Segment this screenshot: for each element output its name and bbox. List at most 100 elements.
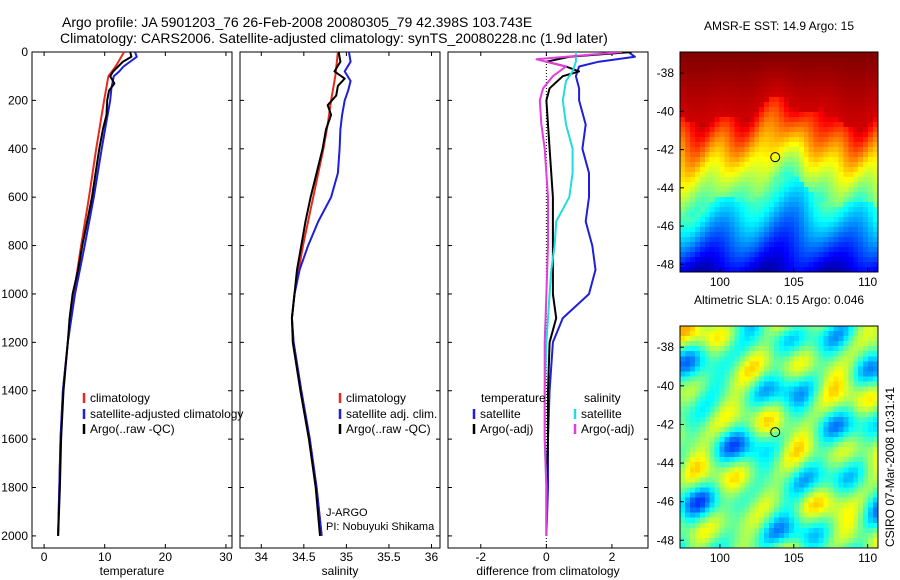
heatmap-cell bbox=[818, 421, 824, 428]
heatmap-cell bbox=[769, 142, 775, 148]
heatmap-cell bbox=[798, 172, 805, 178]
heatmap-cell bbox=[774, 366, 780, 372]
heatmap-cell bbox=[699, 542, 706, 549]
heatmap-cell bbox=[823, 336, 829, 342]
heatmap-cell bbox=[699, 502, 706, 509]
heatmap-cell bbox=[764, 522, 770, 529]
heatmap-cell bbox=[704, 356, 711, 362]
heatmap-cell bbox=[848, 492, 854, 498]
heatmap-cell bbox=[769, 472, 775, 478]
heatmap-cell bbox=[729, 52, 735, 58]
heatmap-cell bbox=[749, 122, 755, 128]
heatmap-cell bbox=[709, 442, 716, 448]
heatmap-cell bbox=[769, 167, 775, 173]
heatmap-cell bbox=[694, 517, 701, 524]
heatmap-cell bbox=[788, 512, 795, 519]
heatmap-cell bbox=[739, 267, 745, 273]
heatmap-cell bbox=[833, 331, 839, 337]
heatmap-cell bbox=[729, 117, 735, 123]
heatmap-cell bbox=[689, 202, 696, 208]
heatmap-cell bbox=[828, 72, 834, 78]
heatmap-cell bbox=[719, 502, 725, 509]
heatmap-cell bbox=[843, 62, 849, 68]
heatmap-cell bbox=[709, 346, 716, 352]
heatmap-cell bbox=[803, 192, 810, 198]
heatmap-cell bbox=[838, 326, 844, 332]
heatmap-cell bbox=[779, 416, 785, 423]
heatmap-cell bbox=[848, 426, 854, 433]
heatmap-cell bbox=[754, 452, 760, 458]
heatmap-cell bbox=[769, 77, 775, 83]
heatmap-cell bbox=[684, 52, 691, 58]
heatmap-cell bbox=[828, 396, 834, 403]
heatmap-cell bbox=[838, 177, 844, 183]
heatmap-cell bbox=[699, 152, 706, 158]
heatmap-cell bbox=[694, 406, 701, 413]
heatmap-cell bbox=[764, 517, 770, 524]
heatmap-cell bbox=[699, 532, 706, 539]
heatmap-cell bbox=[724, 487, 730, 493]
heatmap-cell bbox=[719, 482, 725, 488]
legend-temp-satellite-label: satellite bbox=[480, 407, 521, 421]
heatmap-cell bbox=[863, 132, 869, 138]
heatmap-cell bbox=[828, 112, 834, 118]
heatmap-cell bbox=[719, 92, 725, 98]
heatmap-cell bbox=[764, 137, 770, 143]
heatmap-cell bbox=[863, 452, 869, 458]
heatmap-cell bbox=[769, 62, 775, 68]
heatmap-cell bbox=[843, 462, 849, 468]
heatmap-cell bbox=[719, 162, 725, 168]
heatmap-cell bbox=[798, 462, 805, 468]
heatmap-cell bbox=[838, 102, 844, 108]
heatmap-cell bbox=[783, 497, 790, 503]
heatmap-cell bbox=[729, 391, 735, 398]
heatmap-cell bbox=[783, 477, 790, 483]
heatmap-cell bbox=[853, 77, 859, 83]
heatmap-cell bbox=[684, 542, 691, 549]
heatmap-cell bbox=[709, 406, 716, 413]
heatmap-cell bbox=[724, 157, 730, 163]
heatmap-cell bbox=[694, 331, 701, 337]
legend-sal-satellite-label: satellite bbox=[581, 407, 622, 421]
heatmap-cell bbox=[704, 381, 711, 387]
heatmap-cell bbox=[823, 72, 829, 78]
heatmap-cell bbox=[739, 67, 745, 73]
heatmap-cell bbox=[853, 137, 859, 143]
heatmap-cell bbox=[843, 187, 849, 193]
heatmap-cell bbox=[704, 202, 711, 208]
heatmap-cell bbox=[813, 447, 819, 453]
heatmap-cell bbox=[680, 542, 686, 549]
heatmap-cell bbox=[813, 77, 819, 83]
heatmap-cell bbox=[823, 467, 829, 473]
heatmap-cell bbox=[684, 122, 691, 128]
heatmap-cell bbox=[828, 416, 834, 423]
heatmap-cell bbox=[858, 426, 864, 433]
heatmap-cell bbox=[808, 361, 815, 367]
heatmap-cell bbox=[818, 336, 824, 342]
heatmap-cell bbox=[724, 147, 730, 153]
heatmap-cell bbox=[744, 137, 750, 143]
heatmap-cell bbox=[843, 381, 849, 387]
heatmap-cell bbox=[724, 522, 730, 529]
heatmap-cell bbox=[774, 487, 780, 493]
heatmap-cell bbox=[684, 437, 691, 443]
heatmap-cell bbox=[714, 202, 720, 208]
heatmap-cell bbox=[734, 87, 740, 93]
heatmap-cell bbox=[749, 346, 755, 352]
heatmap-cell bbox=[689, 227, 696, 233]
heatmap-cell bbox=[803, 542, 810, 549]
heatmap-cell bbox=[699, 237, 706, 243]
heatmap-cell bbox=[853, 187, 859, 193]
heatmap-cell bbox=[699, 77, 706, 83]
heatmap-cell bbox=[868, 62, 874, 68]
heatmap-cell bbox=[719, 182, 725, 188]
heatmap-cell bbox=[704, 512, 711, 519]
heatmap-cell bbox=[724, 152, 730, 158]
heatmap-cell bbox=[734, 257, 740, 263]
heatmap-cell bbox=[694, 257, 701, 263]
heatmap-cell bbox=[838, 172, 844, 178]
heatmap-cell bbox=[808, 242, 815, 248]
heatmap-cell bbox=[813, 127, 819, 133]
heatmap-cell bbox=[803, 262, 810, 268]
